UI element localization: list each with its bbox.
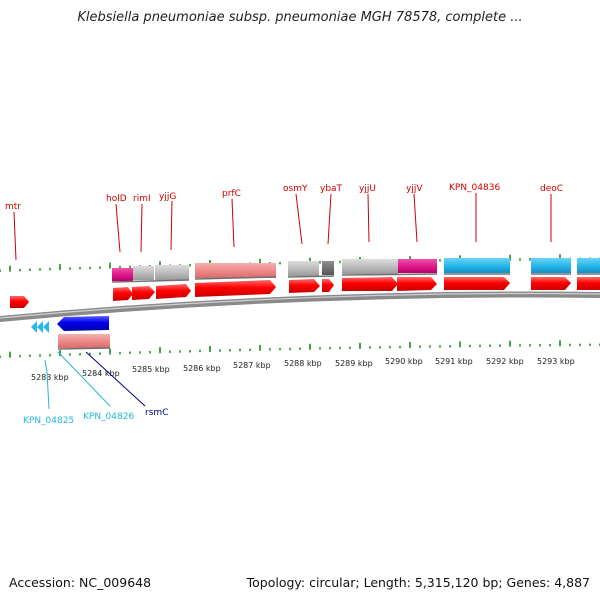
kbp-label: 5290 kbp bbox=[385, 357, 423, 366]
leader-line bbox=[44, 359, 50, 410]
forward-cds-track bbox=[10, 277, 600, 308]
gene-label-ybat[interactable]: ybaT bbox=[320, 184, 343, 194]
topology-summary: Topology: circular; Length: 5,315,120 bp… bbox=[246, 575, 590, 590]
kbp-label: 5285 kbp bbox=[132, 365, 170, 374]
leader-line bbox=[295, 193, 303, 245]
gene-label-prfc[interactable]: prfC bbox=[222, 189, 241, 199]
leader-line bbox=[140, 203, 143, 253]
cds-arrow-reverse-small[interactable] bbox=[43, 321, 49, 333]
cds-arrow-forward[interactable] bbox=[322, 279, 334, 292]
cds-arrow-forward[interactable] bbox=[132, 286, 155, 300]
kbp-label: 5289 kbp bbox=[335, 359, 373, 368]
cds-arrow-forward[interactable] bbox=[577, 277, 600, 290]
feature-block-magenta[interactable] bbox=[398, 259, 437, 273]
gene-label-kpn-04836[interactable]: KPN_04836 bbox=[449, 183, 500, 193]
map-title: Klebsiella pneumoniae subsp. pneumoniae … bbox=[77, 10, 523, 25]
gene-label-mtr[interactable]: mtr bbox=[5, 202, 21, 212]
cds-arrow-forward[interactable] bbox=[113, 287, 133, 301]
cds-arrow-forward[interactable] bbox=[195, 280, 276, 297]
gene-label-kpn-04826[interactable]: KPN_04826 bbox=[83, 412, 134, 422]
feature-block-gray[interactable] bbox=[342, 259, 398, 274]
kbp-label: 5283 kbp bbox=[31, 373, 69, 382]
cds-arrow-forward[interactable] bbox=[531, 277, 571, 290]
leader-line bbox=[57, 351, 111, 407]
backbone-highlight bbox=[0, 292, 600, 319]
gene-label-hold[interactable]: holD bbox=[106, 194, 127, 204]
accession-text: Accession: NC_009648 bbox=[9, 575, 152, 590]
label-leader-lines bbox=[13, 193, 552, 410]
feature-block-magenta[interactable] bbox=[112, 268, 133, 281]
gene-labels: mtr holD rimI yjjG prfC osmY ybaT yjjU y… bbox=[5, 183, 563, 426]
feature-block-sky[interactable] bbox=[531, 258, 571, 273]
leader-line bbox=[367, 193, 370, 243]
cds-arrow-reverse[interactable] bbox=[57, 316, 109, 331]
feature-block-sky[interactable] bbox=[577, 258, 600, 273]
cds-arrow-forward[interactable] bbox=[444, 277, 510, 290]
gene-label-kpn-04825[interactable]: KPN_04825 bbox=[23, 416, 74, 426]
leader-line bbox=[327, 193, 332, 245]
feature-block-pink[interactable] bbox=[58, 334, 110, 348]
leader-line bbox=[13, 211, 17, 261]
cds-arrow-forward[interactable] bbox=[10, 296, 29, 308]
gene-label-yjju[interactable]: yjjU bbox=[359, 184, 376, 194]
gene-label-osmy[interactable]: osmY bbox=[283, 184, 308, 194]
reverse-cds-track bbox=[31, 316, 111, 350]
kbp-label: 5287 kbp bbox=[233, 361, 271, 370]
leader-line bbox=[85, 351, 146, 407]
feature-block-gray[interactable] bbox=[288, 261, 319, 276]
feature-shadow bbox=[111, 273, 600, 283]
leader-line bbox=[231, 198, 235, 248]
gene-label-yjjg[interactable]: yjjG bbox=[159, 192, 176, 202]
gene-label-rsmc[interactable]: rsmC bbox=[145, 408, 168, 418]
cds-arrow-forward[interactable] bbox=[342, 277, 398, 291]
leader-line bbox=[413, 193, 418, 243]
leader-line bbox=[115, 203, 121, 253]
kbp-label: 5286 kbp bbox=[183, 364, 221, 373]
cds-arrow-forward[interactable] bbox=[289, 279, 320, 293]
feature-block-pink[interactable] bbox=[195, 263, 276, 278]
feature-shadow bbox=[57, 347, 111, 350]
feature-block-gray[interactable] bbox=[155, 265, 189, 280]
feature-track-upper bbox=[111, 258, 600, 283]
kbp-label: 5288 kbp bbox=[284, 359, 322, 368]
cds-arrow-reverse-small[interactable] bbox=[31, 321, 37, 333]
cds-arrow-reverse-small[interactable] bbox=[37, 321, 43, 333]
feature-block-gray[interactable] bbox=[133, 266, 154, 280]
bottom-tick-row bbox=[0, 340, 600, 358]
gene-label-rimi[interactable]: rimI bbox=[133, 194, 151, 204]
kbp-label: 5291 kbp bbox=[435, 357, 473, 366]
kbp-label: 5284 kbp bbox=[82, 369, 120, 378]
kbp-axis-labels: 5283 kbp 5284 kbp 5285 kbp 5286 kbp 5287… bbox=[31, 357, 575, 382]
feature-block-darkgray[interactable] bbox=[322, 261, 334, 275]
feature-block-sky[interactable] bbox=[444, 258, 510, 273]
gene-label-yjjv[interactable]: yjjV bbox=[406, 184, 423, 194]
cds-arrow-forward[interactable] bbox=[397, 277, 437, 291]
gene-label-deoc[interactable]: deoC bbox=[540, 184, 563, 194]
cds-arrow-forward[interactable] bbox=[156, 284, 191, 299]
leader-line bbox=[170, 200, 173, 251]
kbp-label: 5293 kbp bbox=[537, 357, 575, 366]
kbp-label: 5292 kbp bbox=[486, 357, 524, 366]
